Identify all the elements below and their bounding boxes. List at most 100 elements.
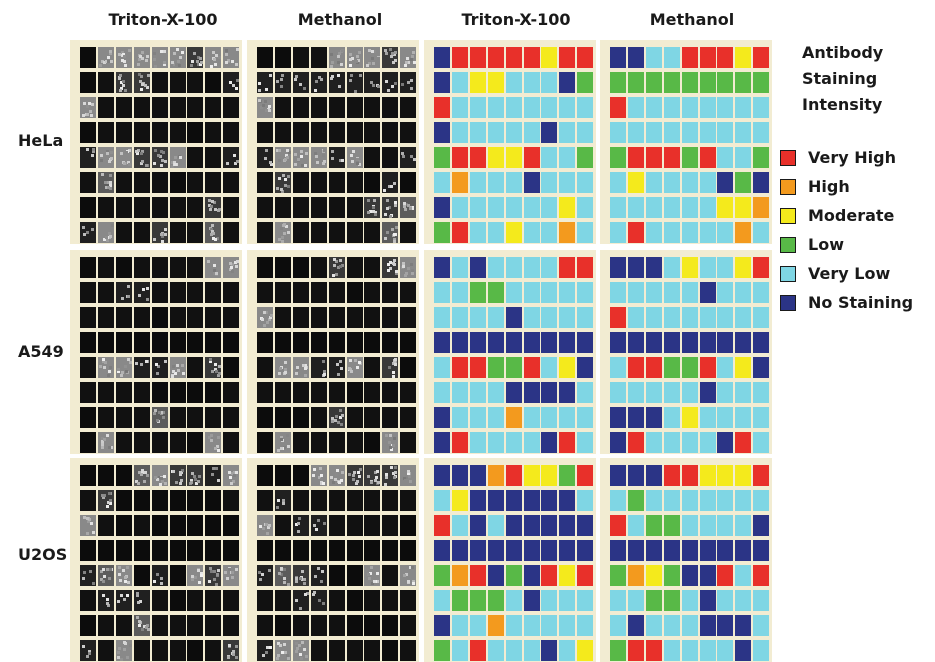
micrograph-well <box>80 307 96 328</box>
heatmap-cell <box>753 590 770 611</box>
micrograph-speckle <box>230 575 234 579</box>
micrograph-speckle <box>387 268 391 272</box>
micrograph-speckle <box>332 263 336 267</box>
micrograph-speckle <box>190 472 194 476</box>
micrograph-well <box>80 122 96 143</box>
micrograph-speckle <box>282 576 286 580</box>
micrograph-speckle <box>190 574 194 578</box>
micrograph-well <box>133 540 150 561</box>
heatmap-cell <box>577 465 594 486</box>
micrograph-well <box>310 122 327 143</box>
legend-item-no-staining: No Staining <box>780 288 913 317</box>
micrograph-speckle <box>258 525 262 529</box>
micrograph-speckle <box>145 58 149 62</box>
micrograph-well <box>364 615 381 636</box>
micrograph-well <box>115 432 132 453</box>
heatmap-cell <box>610 432 626 453</box>
micrograph-speckle <box>178 156 182 160</box>
micrograph-well <box>382 147 399 168</box>
micrograph-speckle <box>85 230 89 234</box>
micrograph-well <box>80 72 96 93</box>
micrograph-speckle <box>373 212 377 216</box>
micrograph-well <box>346 490 363 511</box>
micrograph-speckle <box>122 647 126 651</box>
heatmap-cell <box>681 122 698 143</box>
micrograph-speckle <box>209 233 213 237</box>
heatmap-cell <box>523 357 540 378</box>
micrograph-speckle <box>303 581 307 585</box>
micrograph-speckle <box>227 470 231 474</box>
micrograph-speckle <box>118 573 122 577</box>
heatmap-cell <box>717 515 734 536</box>
heatmap-cell <box>451 540 468 561</box>
micrograph-speckle <box>161 239 165 243</box>
micrograph-speckle <box>387 185 391 189</box>
micrograph-speckle <box>137 148 141 152</box>
micrograph-speckle <box>90 522 94 526</box>
heatmap-cell <box>577 407 594 428</box>
micrograph-speckle <box>391 374 395 378</box>
legend-item-low: Low <box>780 230 913 259</box>
heatmap-cell <box>487 307 504 328</box>
heatmap-cell <box>434 147 450 168</box>
micrograph-speckle <box>230 571 234 575</box>
heatmap-cell <box>663 382 680 403</box>
micrograph-well <box>400 432 417 453</box>
micrograph-speckle <box>405 272 409 276</box>
micrograph-speckle <box>286 371 290 375</box>
micrograph-speckle <box>391 84 394 88</box>
micrograph-speckle <box>180 478 184 482</box>
micrograph-plate-u2os-triton-x-100 <box>70 458 242 662</box>
heatmap-cell <box>735 47 752 68</box>
micrograph-speckle <box>284 184 288 188</box>
micrograph-well <box>115 222 132 243</box>
micrograph-speckle <box>154 149 158 153</box>
heatmap-cell <box>645 590 662 611</box>
micrograph-well <box>169 222 186 243</box>
micrograph-well <box>151 257 168 278</box>
micrograph-well <box>115 172 132 193</box>
micrograph-speckle <box>393 363 397 367</box>
micrograph-well <box>115 257 132 278</box>
legend-label-very-high: Very High <box>808 148 896 167</box>
micrograph-well <box>80 197 96 218</box>
micrograph-speckle <box>159 164 163 168</box>
heatmap-cell <box>469 257 486 278</box>
micrograph-speckle <box>385 198 389 202</box>
micrograph-speckle <box>164 160 168 164</box>
micrograph-speckle <box>214 272 218 276</box>
heatmap-cell <box>559 382 576 403</box>
micrograph-well <box>382 282 399 303</box>
micrograph-speckle <box>263 156 267 160</box>
micrograph-speckle <box>152 411 156 415</box>
micrograph-speckle <box>102 237 106 241</box>
micrograph-speckle <box>162 415 166 419</box>
heatmap-cell <box>735 565 752 586</box>
micrograph-speckle <box>355 158 359 162</box>
micrograph-well <box>187 640 204 661</box>
micrograph-speckle <box>212 57 216 61</box>
micrograph-speckle <box>110 159 114 163</box>
heatmap-cell <box>699 640 716 661</box>
micrograph-speckle <box>340 159 344 163</box>
micrograph-well <box>257 590 273 611</box>
micrograph-well <box>382 615 399 636</box>
micrograph-speckle <box>350 369 354 373</box>
micrograph-speckle <box>339 479 343 483</box>
heatmap-cell <box>469 540 486 561</box>
micrograph-well <box>151 640 168 661</box>
micrograph-well <box>310 432 327 453</box>
micrograph-well <box>346 122 363 143</box>
heatmap-cell <box>469 382 486 403</box>
micrograph-speckle <box>355 365 359 369</box>
micrograph-speckle <box>134 361 138 365</box>
heatmap-cell <box>559 432 576 453</box>
heatmap-cell <box>753 432 770 453</box>
heatmap-cell <box>753 565 770 586</box>
micrograph-well <box>223 465 240 486</box>
heatmap-cell <box>523 197 540 218</box>
micrograph-speckle <box>105 185 109 189</box>
micrograph-well <box>80 565 96 586</box>
heatmap-cell <box>523 47 540 68</box>
micrograph-speckle <box>91 227 95 231</box>
